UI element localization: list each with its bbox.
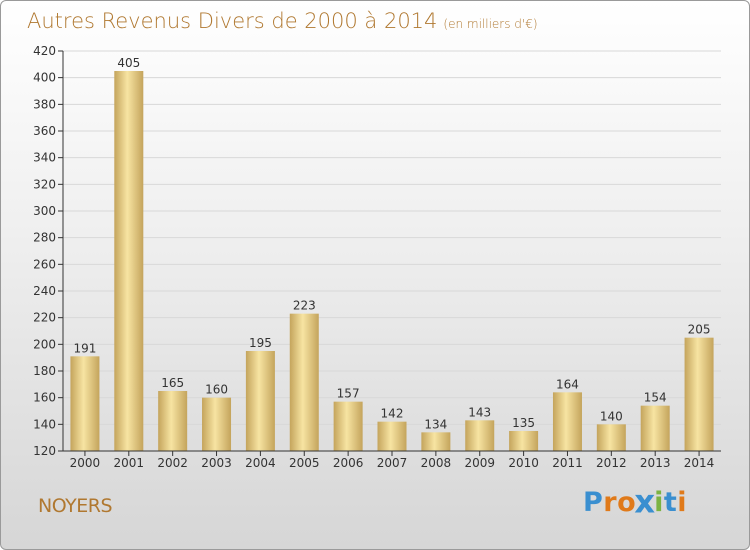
y-tick-label: 120 [33,444,56,458]
y-tick-label: 220 [33,311,56,325]
y-tick-label: 240 [33,284,56,298]
y-tick-label: 280 [33,231,56,245]
bar [640,405,670,451]
x-tick-label: 2008 [421,456,452,470]
data-label: 154 [644,391,667,405]
bar [70,356,100,451]
proxiti-logo: Proxiti [583,483,688,522]
chart-title-text: Autres Revenus Divers de 2000 à 2014 [27,9,438,33]
x-tick-label: 2010 [508,456,539,470]
x-tick-label: 2000 [70,456,101,470]
data-label: 165 [161,376,184,390]
x-tick-label: 2003 [201,456,232,470]
chart-subtitle: (en milliers d'€) [443,17,538,31]
bar [202,397,232,451]
data-label: 205 [688,323,711,337]
x-tick-label: 2009 [464,456,495,470]
x-tick-label: 2013 [640,456,671,470]
data-label: 195 [249,336,272,350]
data-labels: 191 405 165 160 195 223 157 142 134 143 135 164 140 1… [73,56,710,431]
y-tick-label: 140 [33,417,56,431]
bars [70,71,714,451]
x-tick-label: 2004 [245,456,276,470]
data-label: 142 [381,407,404,421]
bar [158,391,188,451]
logo-letter: x [634,483,656,522]
data-label: 405 [117,56,140,70]
logo-letter: P [583,487,604,518]
x-tick-label: 2002 [157,456,188,470]
commune-name: NOYERS [38,495,113,517]
x-tick-label: 2001 [114,456,145,470]
bar [596,424,626,451]
y-tick-label: 160 [33,391,56,405]
logo-letter: i [677,487,688,518]
grid-lines [63,50,721,425]
y-tick-label: 200 [33,337,56,351]
bar [333,401,363,451]
data-label: 223 [293,299,316,313]
x-tick-label: 2011 [552,456,583,470]
bar [509,431,539,451]
y-tick-label: 320 [33,177,56,191]
x-tick-label: 2005 [289,456,320,470]
x-tick-label: 2012 [596,456,627,470]
bar [552,392,582,451]
bar [684,337,714,451]
chart-title: Autres Revenus Divers de 2000 à 2014 (en … [27,9,538,33]
bar [465,420,495,451]
logo-letter: i [654,487,664,518]
y-tick-label: 180 [33,364,56,378]
logo-letter: t [663,487,678,518]
logo-letter: r [603,487,618,518]
x-tick-label: 2006 [333,456,364,470]
logo-letter: o [617,487,637,518]
y-tick-label: 380 [33,97,56,111]
y-tick-label: 420 [33,44,56,58]
bar [421,432,451,451]
bar [114,71,144,451]
data-label: 191 [73,341,96,355]
data-label: 134 [424,417,447,431]
x-tick-label: 2007 [377,456,408,470]
y-tick-label: 340 [33,151,56,165]
y-tick-label: 300 [33,204,56,218]
bar [245,351,275,451]
data-label: 140 [600,409,623,423]
y-tick-label: 360 [33,124,56,138]
axes: 120 140 160 180 200 220 240 260 280 300 320 340 360 3… [33,44,721,470]
data-label: 135 [512,416,535,430]
data-label: 164 [556,377,579,391]
bar [377,421,407,451]
data-label: 143 [468,405,491,419]
data-label: 157 [337,387,360,401]
y-tick-label: 260 [33,257,56,271]
data-label: 160 [205,383,228,397]
x-tick-label: 2014 [684,456,715,470]
y-tick-label: 400 [33,71,56,85]
bar [289,313,319,451]
